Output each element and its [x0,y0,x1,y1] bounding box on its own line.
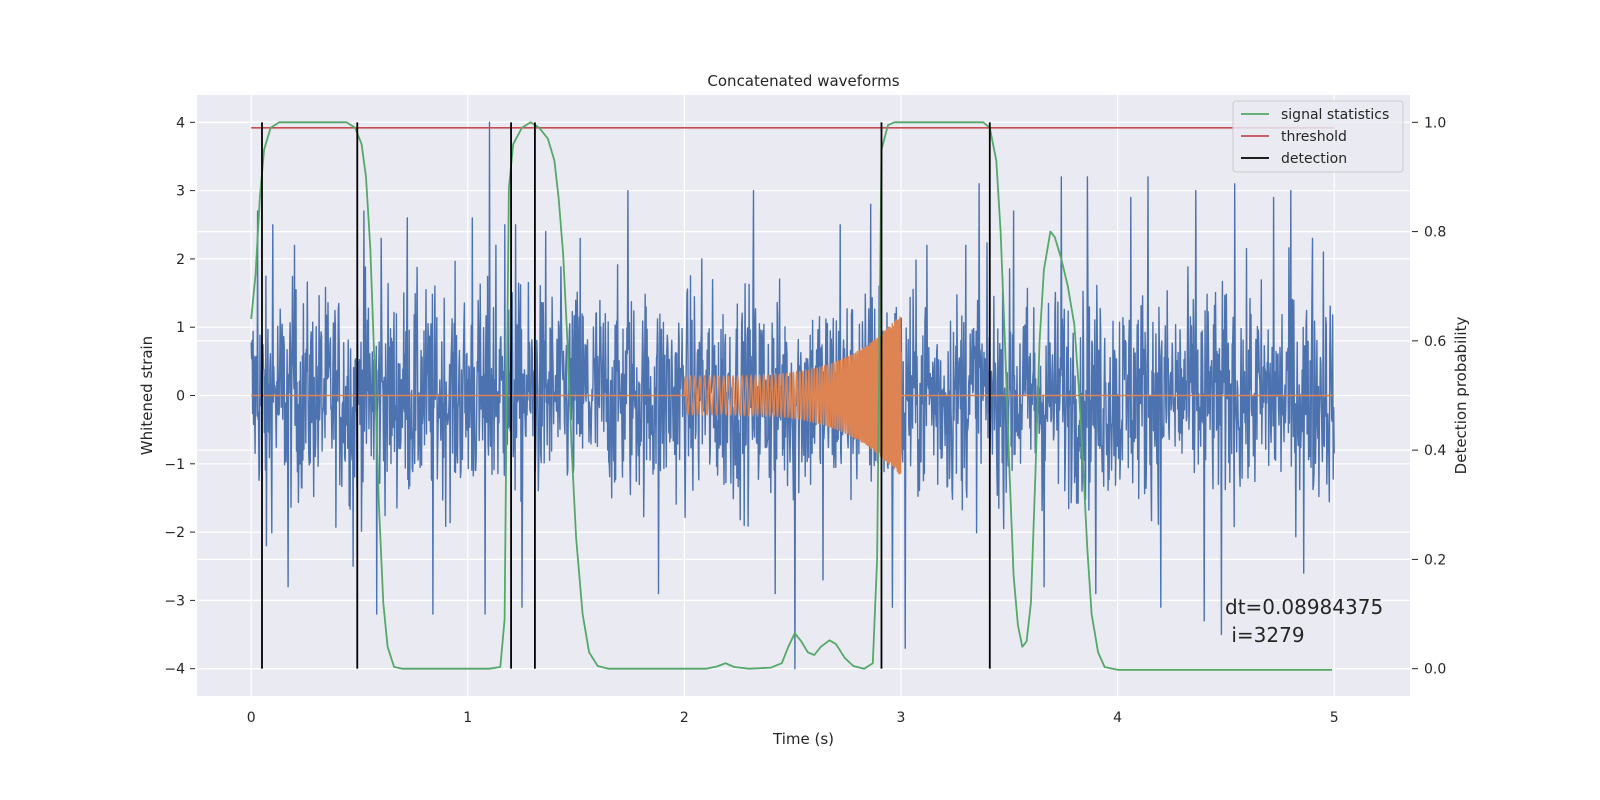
y2-axis-label: Detection probability [1452,317,1470,475]
signal-statistics-series [250,121,1332,671]
y2-tick-label: 0.2 [1424,552,1446,568]
x-tick-label: 2 [680,710,689,726]
y-tick-label: 3 [176,184,185,200]
x-tick-label: 4 [1113,710,1122,726]
y-tick-label: −2 [164,525,185,541]
y2-tick-label: 1.0 [1424,115,1446,131]
injection-series [251,316,1335,475]
x-tick-label: 0 [247,710,256,726]
x-tick-label: 5 [1330,710,1339,726]
legend-entry-threshold: threshold [1281,129,1347,145]
noise-series [250,121,1335,670]
x-axis-label: Time (s) [772,730,834,748]
detection-series [261,122,991,669]
y-axis-label: Whitened strain [138,336,156,455]
y-tick-label: 2 [176,252,185,268]
annotation-index: i=3279 [1225,623,1305,647]
x-tick-label: 1 [463,710,472,726]
x-tick-label: 3 [897,710,906,726]
noise-line [250,121,1335,670]
chart-title: Concatenated waveforms [707,72,899,90]
injection-line [251,316,1335,475]
legend-box [1232,100,1404,173]
y-tick-label: −1 [164,457,185,473]
ticks: 0 1 2 3 4 5 −4 −3 −2 −1 0 1 2 3 4 0.0 0.2 0.4 0.6 0.8 1.0 [164,115,1446,726]
y2-tick-label: 0.0 [1424,662,1446,678]
y-tick-label: 4 [176,115,185,131]
annotation-dt: dt=0.08984375 [1225,595,1383,619]
y-tick-label: 0 [176,389,185,405]
y2-tick-label: 0.6 [1424,334,1446,350]
y-tick-label: −3 [164,593,185,609]
y-tick-label: 1 [176,320,185,336]
legend-entry-detection: detection [1281,151,1347,167]
y2-tick-label: 0.4 [1424,443,1446,459]
y2-tick-label: 0.8 [1424,225,1446,241]
legend-entry-signal-statistics: signal statistics [1281,107,1389,123]
legend: signal statistics threshold detection [1232,100,1404,173]
y-tick-label: −4 [164,662,185,678]
signal-statistics-line [250,121,1332,671]
